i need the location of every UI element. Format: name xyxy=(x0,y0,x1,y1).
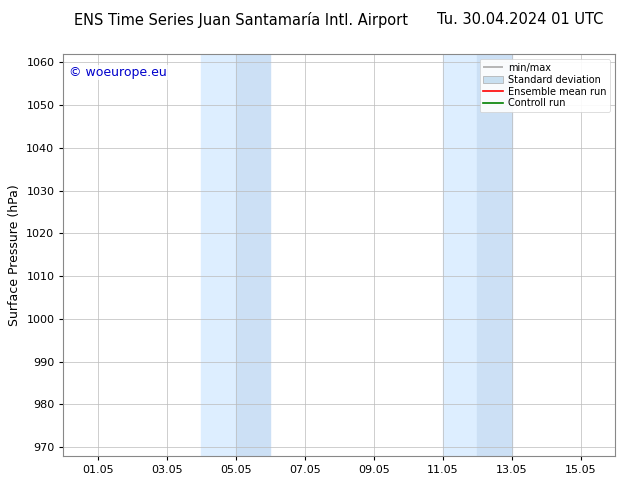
Bar xyxy=(236,54,270,456)
Y-axis label: Surface Pressure (hPa): Surface Pressure (hPa) xyxy=(8,184,21,326)
Bar xyxy=(477,54,512,456)
Text: © woeurope.eu: © woeurope.eu xyxy=(69,66,167,79)
Bar xyxy=(443,54,477,456)
Text: ENS Time Series Juan Santamaría Intl. Airport: ENS Time Series Juan Santamaría Intl. Ai… xyxy=(74,12,408,28)
Text: Tu. 30.04.2024 01 UTC: Tu. 30.04.2024 01 UTC xyxy=(437,12,603,27)
Bar xyxy=(202,54,236,456)
Legend: min/max, Standard deviation, Ensemble mean run, Controll run: min/max, Standard deviation, Ensemble me… xyxy=(479,59,610,112)
